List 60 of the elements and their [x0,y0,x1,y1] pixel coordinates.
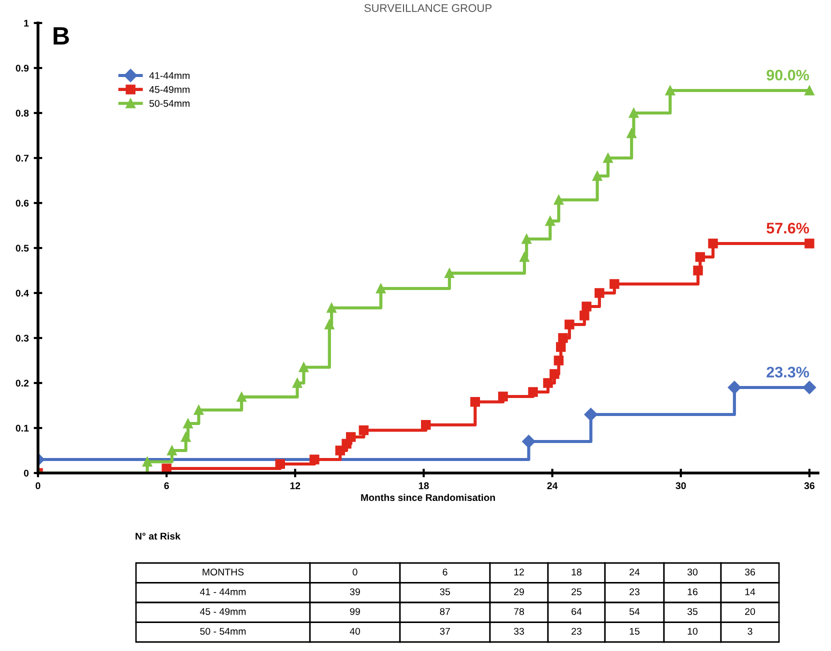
y-tick-label: 0.9 [16,64,29,72]
text: 36 [744,568,755,576]
x-tick-label: 30 [676,482,686,490]
annotation: 90.0% [766,70,810,81]
y-tick-label: 0 [24,470,29,477]
text: 14 [745,588,756,596]
x-tick-label: 12 [290,482,300,490]
text: 99 [350,608,360,615]
text: 87 [440,608,450,615]
y-tick-label: 1 [24,20,29,27]
text: 40 [350,628,360,635]
text: 15 [630,628,640,635]
text: 18 [572,568,582,576]
y-tick-label: 0.7 [16,154,29,162]
text: 37 [440,628,450,635]
text: 33 [514,628,524,635]
x-tick-label: 24 [547,482,558,490]
text: 50 - 54mm [200,628,246,635]
legend-label: 50-54mm [149,100,190,107]
y-tick-label: 0.6 [16,200,29,207]
legend-label: 45-49mm [149,86,190,93]
text: 23 [572,628,582,635]
legend-label: 41-44mm [149,72,190,79]
y-tick-label: 0.4 [16,290,29,297]
y-tick-label: 0.5 [16,244,29,252]
text: 0 [352,568,358,576]
text: 16 [688,588,698,596]
x-tick-label: 0 [36,482,40,490]
text: 20 [745,608,756,615]
y-tick-label: 0.8 [16,110,29,117]
text: 78 [514,608,524,615]
text: 12 [514,568,524,576]
text: N° at Risk [136,532,180,540]
text: 25 [572,588,582,596]
text: MONTHS [202,568,244,576]
text: 6 [442,568,448,576]
y-tick-label: 0.3 [16,334,29,342]
y-tick-label: 0.2 [16,380,29,387]
annotation: 23.3% [766,366,810,378]
y-tick-label: 0.1 [16,424,29,432]
chart-title: SURVEILLANCE GROUP [364,4,492,12]
annotation: 57.6% [766,222,810,234]
text: 35 [440,588,450,596]
text: 23 [630,588,640,596]
x-tick-label: 6 [164,482,169,490]
text: 10 [688,628,698,635]
text: 41 - 44mm [200,588,246,596]
text: 3 [748,628,752,635]
text: 30 [687,568,698,576]
x-axis-title: Months since Randomisation [361,494,495,502]
text: 64 [572,608,582,615]
text: 35 [687,608,698,615]
text: 29 [514,588,524,596]
x-tick-label: 18 [418,482,429,490]
annotation: B [54,27,69,44]
text: 54 [629,608,640,615]
x-tick-label: 36 [804,482,814,490]
text: 39 [350,588,360,596]
text: 24 [630,568,640,576]
text: 45 - 49mm [200,608,246,615]
